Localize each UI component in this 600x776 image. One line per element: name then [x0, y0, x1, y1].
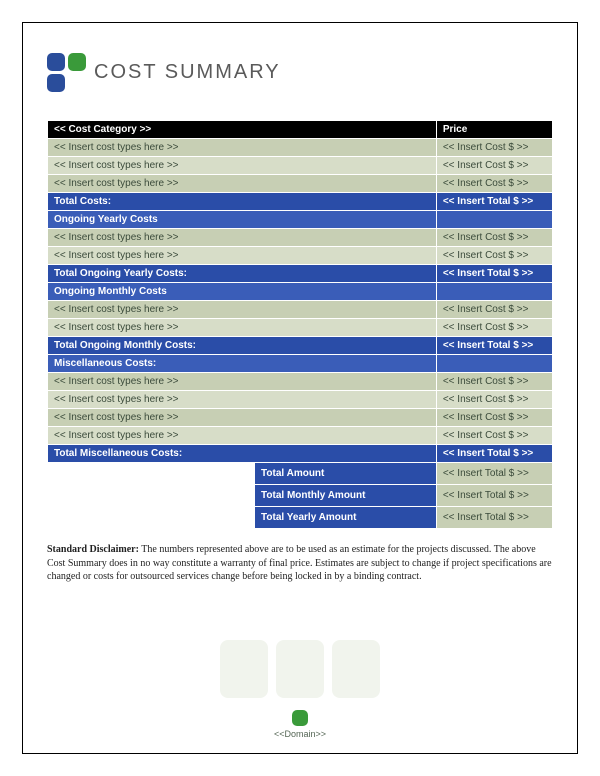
cost-type-cell: << Insert cost types here >> [48, 427, 437, 445]
section-total-value: << Insert Total $ >> [436, 193, 552, 211]
summary-blank [48, 485, 255, 507]
header: COST SUMMARY [47, 53, 553, 92]
disclaimer-heading: Standard Disclaimer: [47, 544, 139, 555]
summary-label: Total Monthly Amount [255, 485, 437, 507]
cost-value-cell: << Insert Cost $ >> [436, 229, 552, 247]
summary-blank [48, 507, 255, 529]
col-header-price: Price [436, 121, 552, 139]
cost-type-cell: << Insert cost types here >> [48, 247, 437, 265]
cost-value-cell: << Insert Cost $ >> [436, 409, 552, 427]
watermark-shapes [220, 640, 380, 698]
watermark-block [332, 640, 380, 698]
logo-square-1 [47, 53, 65, 71]
page: COST SUMMARY << Cost Category >>Price<< … [22, 22, 578, 754]
cost-value-cell: << Insert Cost $ >> [436, 427, 552, 445]
summary-value: << Insert Total $ >> [436, 507, 552, 529]
cost-value-cell: << Insert Cost $ >> [436, 139, 552, 157]
cost-value-cell: << Insert Cost $ >> [436, 157, 552, 175]
section-total-value: << Insert Total $ >> [436, 265, 552, 283]
col-header-category: << Cost Category >> [48, 121, 437, 139]
cost-value-cell: << Insert Cost $ >> [436, 175, 552, 193]
watermark-block [220, 640, 268, 698]
cost-type-cell: << Insert cost types here >> [48, 139, 437, 157]
subsection-heading-spacer [436, 283, 552, 301]
cost-type-cell: << Insert cost types here >> [48, 175, 437, 193]
footer: <<Domain>> [23, 709, 577, 739]
footer-domain: <<Domain>> [23, 729, 577, 739]
cost-value-cell: << Insert Cost $ >> [436, 373, 552, 391]
watermark-block [276, 640, 324, 698]
section-total-value: << Insert Total $ >> [436, 445, 552, 463]
subsection-heading: Ongoing Monthly Costs [48, 283, 437, 301]
summary-value: << Insert Total $ >> [436, 463, 552, 485]
cost-type-cell: << Insert cost types here >> [48, 391, 437, 409]
cost-type-cell: << Insert cost types here >> [48, 229, 437, 247]
logo-square-3 [47, 74, 65, 92]
footer-dot-icon [292, 710, 308, 726]
subsection-heading-spacer [436, 211, 552, 229]
section-total-label: Total Ongoing Yearly Costs: [48, 265, 437, 283]
section-total-label: Total Costs: [48, 193, 437, 211]
cost-value-cell: << Insert Cost $ >> [436, 319, 552, 337]
summary-value: << Insert Total $ >> [436, 485, 552, 507]
summary-label: Total Yearly Amount [255, 507, 437, 529]
cost-summary-table: << Cost Category >>Price<< Insert cost t… [47, 120, 553, 529]
section-total-label: Total Ongoing Monthly Costs: [48, 337, 437, 355]
subsection-heading: Miscellaneous Costs: [48, 355, 437, 373]
cost-type-cell: << Insert cost types here >> [48, 319, 437, 337]
disclaimer: Standard Disclaimer: The numbers represe… [47, 543, 553, 584]
cost-type-cell: << Insert cost types here >> [48, 301, 437, 319]
cost-type-cell: << Insert cost types here >> [48, 373, 437, 391]
cost-type-cell: << Insert cost types here >> [48, 157, 437, 175]
subsection-heading-spacer [436, 355, 552, 373]
cost-value-cell: << Insert Cost $ >> [436, 247, 552, 265]
logo-square-4 [68, 74, 86, 92]
logo-icon [47, 53, 86, 92]
cost-value-cell: << Insert Cost $ >> [436, 301, 552, 319]
subsection-heading: Ongoing Yearly Costs [48, 211, 437, 229]
summary-blank [48, 463, 255, 485]
section-total-value: << Insert Total $ >> [436, 337, 552, 355]
cost-value-cell: << Insert Cost $ >> [436, 391, 552, 409]
summary-label: Total Amount [255, 463, 437, 485]
cost-type-cell: << Insert cost types here >> [48, 409, 437, 427]
logo-square-2 [68, 53, 86, 71]
page-title: COST SUMMARY [94, 61, 281, 84]
section-total-label: Total Miscellaneous Costs: [48, 445, 437, 463]
